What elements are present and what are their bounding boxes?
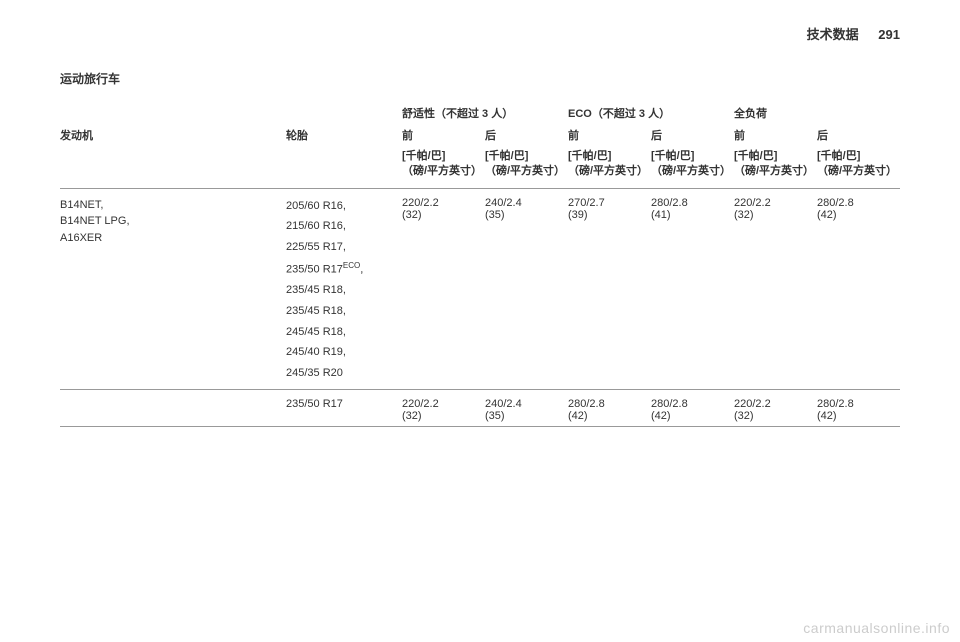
load-eco: ECO（不超过 3 人） <box>568 101 734 123</box>
engine-label: B14NET LPG, <box>60 213 280 230</box>
value-cell: 220/2.2 (32) <box>734 389 817 426</box>
value-cell: 280/2.8 (42) <box>817 389 900 426</box>
unit-5: [千帕/巴] （磅/平方英寸） <box>734 145 817 188</box>
tyre-label: 215/60 R16, <box>286 217 396 238</box>
unit-header-row: [千帕/巴] （磅/平方英寸） [千帕/巴] （磅/平方英寸） [千帕/巴] （… <box>60 145 900 188</box>
unit-4: [千帕/巴] （磅/平方英寸） <box>651 145 734 188</box>
value-cell: 240/2.4 (35) <box>485 188 568 389</box>
tyre-pressure-table: 舒适性（不超过 3 人） ECO（不超过 3 人） 全负荷 发动机 轮胎 前 后… <box>60 101 900 427</box>
tyre-cell: 205/60 R16,215/60 R16,225/55 R17,235/50 … <box>286 188 402 389</box>
pos-front-1: 前 <box>402 123 485 145</box>
chapter-title: 技术数据 <box>807 27 859 42</box>
pos-rear-3: 后 <box>817 123 900 145</box>
unit-3: [千帕/巴] （磅/平方英寸） <box>568 145 651 188</box>
value-cell: 280/2.8 (42) <box>568 389 651 426</box>
engine-label: B14NET, <box>60 197 280 214</box>
header-tyres: 轮胎 <box>286 123 402 145</box>
value-cell: 240/2.4 (35) <box>485 389 568 426</box>
engine-label: A16XER <box>60 230 280 247</box>
page-header: 技术数据 291 <box>807 24 900 43</box>
tyre-label: 225/55 R17, <box>286 238 396 259</box>
section-title: 运动旅行车 <box>60 70 900 87</box>
content-area: 运动旅行车 舒适性（不超过 3 人） ECO（不超过 3 人） 全负荷 发动机 … <box>60 70 900 427</box>
tyre-label: 235/45 R18, <box>286 281 396 302</box>
unit-1: [千帕/巴] （磅/平方英寸） <box>402 145 485 188</box>
tyre-cell-2: 235/50 R17 <box>286 389 402 426</box>
value-cell: 280/2.8 (42) <box>651 389 734 426</box>
value-cell: 280/2.8 (42) <box>817 188 900 389</box>
unit-6: [千帕/巴] （磅/平方英寸） <box>817 145 900 188</box>
tyre-label: 245/40 R19, <box>286 343 396 364</box>
load-full: 全负荷 <box>734 101 900 123</box>
tyre-superscript: ECO <box>343 261 360 270</box>
watermark: carmanualsonline.info <box>803 620 950 636</box>
tyre-label: 205/60 R16, <box>286 197 396 218</box>
value-cell: 220/2.2 (32) <box>402 389 485 426</box>
tyre-label: 245/35 R20 <box>286 364 396 385</box>
value-cell: 280/2.8 (41) <box>651 188 734 389</box>
value-cell: 270/2.7 (39) <box>568 188 651 389</box>
tyre-label: 235/45 R18, <box>286 302 396 323</box>
value-cell: 220/2.2 (32) <box>734 188 817 389</box>
table-row: 235/50 R17 220/2.2 (32) 240/2.4 (35) 280… <box>60 389 900 426</box>
header-engine: 发动机 <box>60 123 286 145</box>
table-row: B14NET,B14NET LPG,A16XER 205/60 R16,215/… <box>60 188 900 389</box>
value-cell: 220/2.2 (32) <box>402 188 485 389</box>
tyre-label: 245/45 R18, <box>286 323 396 344</box>
pos-rear-2: 后 <box>651 123 734 145</box>
pos-front-2: 前 <box>568 123 651 145</box>
position-header-row: 发动机 轮胎 前 后 前 后 前 后 <box>60 123 900 145</box>
pos-rear-1: 后 <box>485 123 568 145</box>
load-comfort: 舒适性（不超过 3 人） <box>402 101 568 123</box>
tyre-label: 235/50 R17ECO, <box>286 259 396 281</box>
bottom-rule <box>60 426 900 427</box>
load-header-row: 舒适性（不超过 3 人） ECO（不超过 3 人） 全负荷 <box>60 101 900 123</box>
engine-cell: B14NET,B14NET LPG,A16XER <box>60 188 286 389</box>
page-number: 291 <box>878 27 900 42</box>
pos-front-3: 前 <box>734 123 817 145</box>
unit-2: [千帕/巴] （磅/平方英寸） <box>485 145 568 188</box>
